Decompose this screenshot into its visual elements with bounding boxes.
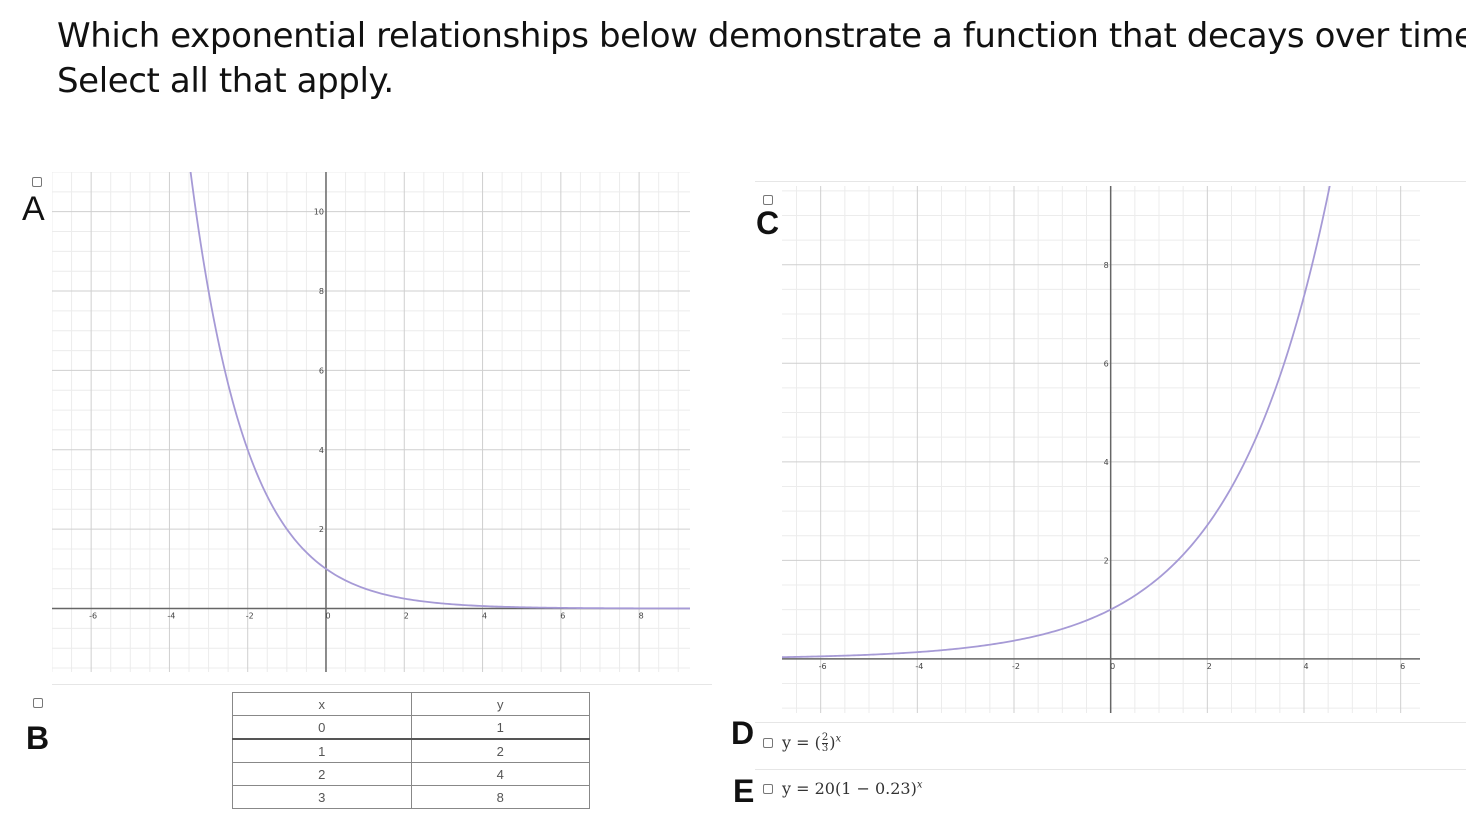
x-tick-label: 0 — [325, 612, 330, 621]
divider-c-top — [755, 181, 1466, 182]
eq-d-prefix: y = ( — [782, 733, 821, 752]
table-row: 0 1 — [232, 715, 590, 740]
x-tick-label: -2 — [246, 612, 254, 621]
table-row: 2 4 — [232, 762, 590, 786]
x-tick-label: -6 — [89, 612, 97, 621]
x-tick-label: 8 — [639, 612, 644, 621]
graph-a: -6 -4 -2 0 2 4 6 8 10 8 6 4 2 — [52, 172, 690, 672]
question-line-2: Select all that apply. — [57, 61, 394, 101]
graph-c: -6 -4 -2 0 2 4 6 8 6 4 2 — [782, 186, 1420, 713]
option-c-checkbox[interactable] — [763, 195, 773, 205]
table-header-y: y — [410, 692, 590, 716]
option-d-label: D — [731, 715, 755, 751]
eq-d-denominator: 3 — [821, 743, 829, 754]
y-tick-label: 8 — [1104, 261, 1109, 270]
option-e-equation: y = 20(1 − 0.23)x — [782, 779, 922, 798]
x-tick-label: -4 — [167, 612, 175, 621]
option-e-checkbox[interactable] — [763, 784, 773, 794]
table-cell: 3 — [232, 785, 412, 809]
y-tick-label: 4 — [319, 446, 324, 455]
eq-e-body: y = 20(1 − 0.23) — [782, 779, 917, 798]
x-tick-label: 2 — [1207, 662, 1212, 671]
option-a-checkbox[interactable] — [32, 177, 42, 187]
x-tick-label: 6 — [560, 612, 565, 621]
x-tick-label: -2 — [1012, 662, 1020, 671]
divider-a — [52, 684, 712, 685]
y-tick-label: 2 — [1104, 556, 1109, 565]
table-cell: 0 — [232, 715, 412, 740]
question-text: Which exponential relationships below de… — [57, 14, 1466, 104]
divider-d — [755, 722, 1466, 723]
x-tick-label: -6 — [819, 662, 827, 671]
function-curve — [782, 186, 1331, 659]
function-curve — [189, 172, 690, 610]
y-tick-label: 6 — [1104, 359, 1109, 368]
eq-d-suffix: ) — [829, 733, 836, 752]
option-d-checkbox[interactable] — [763, 738, 773, 748]
y-tick-label: 8 — [319, 287, 324, 296]
option-b-checkbox[interactable] — [33, 698, 43, 708]
table-cell: 4 — [410, 762, 590, 786]
y-tick-label: 10 — [314, 208, 324, 217]
data-table: x y 0 1 1 2 2 4 3 8 — [232, 692, 590, 809]
option-b-label: B — [26, 720, 50, 756]
x-tick-label: 0 — [1110, 662, 1115, 671]
eq-d-exponent: x — [835, 733, 842, 745]
x-tick-label: 4 — [1303, 662, 1308, 671]
eq-d-numerator: 2 — [821, 732, 829, 744]
option-e-label: E — [733, 773, 755, 809]
y-tick-label: 4 — [1104, 458, 1109, 467]
table-cell: 2 — [232, 762, 412, 786]
table-cell: 8 — [410, 785, 590, 809]
y-tick-label: 2 — [319, 525, 324, 534]
table-header-row: x y — [232, 692, 590, 716]
table-cell: 1 — [410, 715, 590, 740]
x-tick-label: 2 — [404, 612, 409, 621]
eq-e-exponent: x — [916, 779, 923, 791]
divider-e — [755, 769, 1466, 770]
table-cell: 2 — [410, 738, 590, 763]
table-row: 3 8 — [232, 785, 590, 809]
table-header-x: x — [232, 692, 412, 716]
x-tick-label: 6 — [1400, 662, 1405, 671]
option-a-label: A — [22, 190, 45, 228]
table-row: 1 2 — [232, 738, 590, 763]
option-d-equation: y = (2 3)x — [782, 733, 841, 754]
y-tick-label: 6 — [319, 366, 324, 375]
x-tick-label: 4 — [482, 612, 487, 621]
option-c-label: C — [756, 205, 780, 241]
table-cell: 1 — [232, 738, 412, 763]
x-tick-label: -4 — [915, 662, 923, 671]
question-line-1: Which exponential relationships below de… — [57, 16, 1466, 56]
